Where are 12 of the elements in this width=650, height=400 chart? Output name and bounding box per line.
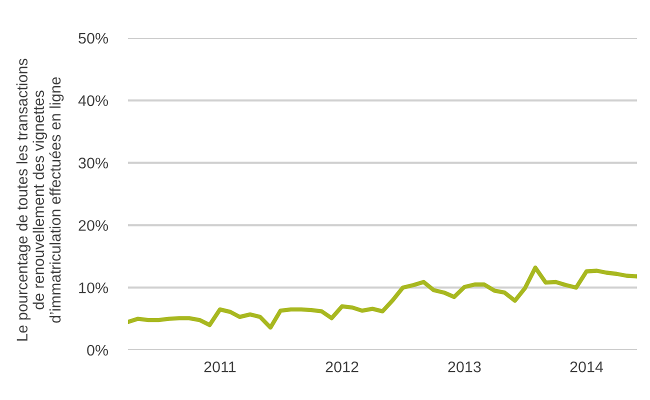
- y-tick-label: 0%: [87, 344, 108, 356]
- x-tick-label: 2011: [204, 362, 236, 372]
- y-axis-title: Le pourcentage de toutes les transactions de renouvellement des vignettes d’immatriculation effectuées en ligne: [16, 58, 64, 341]
- x-tick-label: 2013: [448, 362, 481, 372]
- x-tick-label: 2014: [570, 362, 604, 372]
- line-series: [128, 266, 637, 330]
- y-tick-label: 20%: [78, 220, 108, 231]
- x-tick-label: 2012: [326, 362, 358, 372]
- y-tick-label: 50%: [78, 32, 108, 44]
- y-tick-label: 10%: [79, 282, 108, 294]
- y-tick-label: 40%: [78, 95, 108, 106]
- y-tick-label: 30%: [78, 158, 108, 168]
